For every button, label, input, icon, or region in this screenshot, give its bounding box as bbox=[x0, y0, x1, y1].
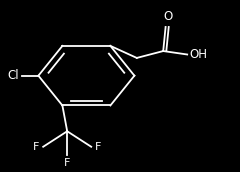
Text: OH: OH bbox=[190, 48, 208, 61]
Text: F: F bbox=[64, 158, 70, 168]
Text: F: F bbox=[95, 142, 101, 152]
Text: F: F bbox=[33, 142, 40, 152]
Text: Cl: Cl bbox=[8, 69, 19, 82]
Text: O: O bbox=[163, 10, 172, 23]
